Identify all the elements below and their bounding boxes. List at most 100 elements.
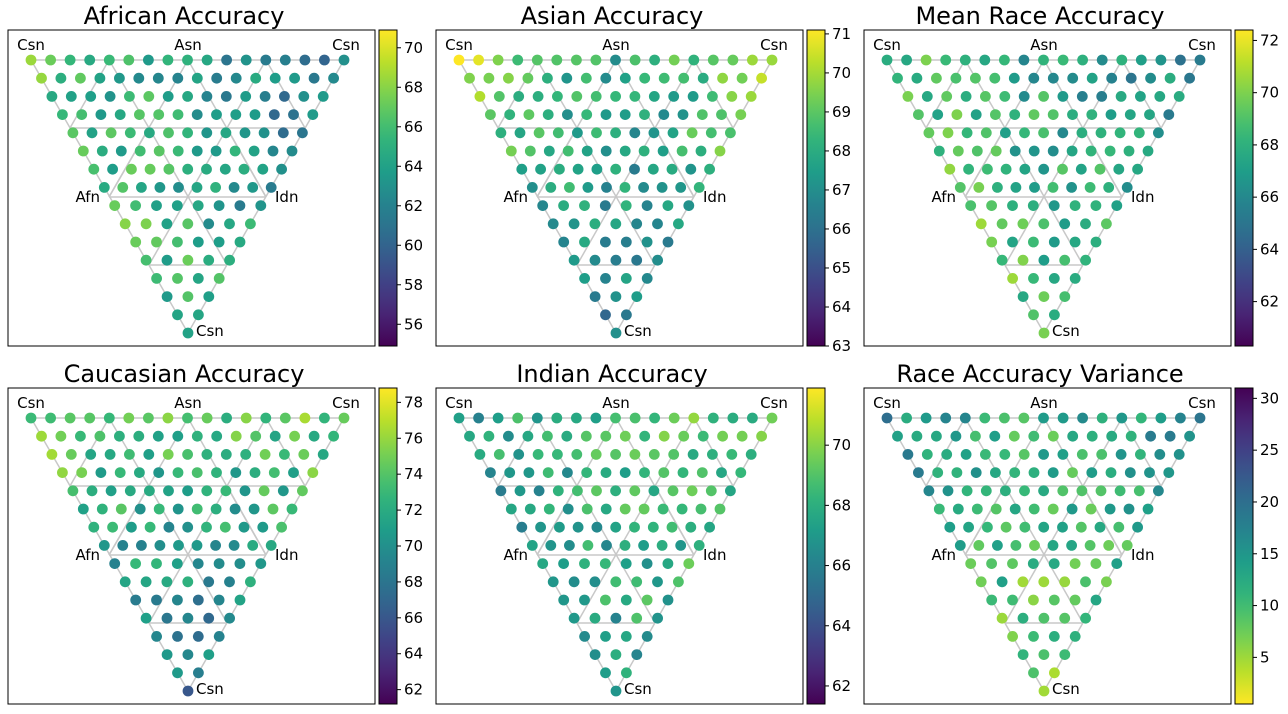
- colorbar-tick-label: 68: [832, 496, 851, 514]
- data-point: [210, 503, 222, 515]
- data-point: [523, 467, 535, 478]
- data-point: [999, 449, 1011, 460]
- data-point: [658, 72, 670, 84]
- data-point: [619, 145, 631, 157]
- ternary-chart: Csn Asn Csn Afn Idn Csn 62 64 66 68 70 72 74 76 78: [7, 387, 423, 705]
- ternary-chart: Csn Asn Csn Afn Idn Csn 62 64 66 68 70 72: [863, 29, 1279, 347]
- data-point: [1049, 667, 1060, 679]
- colorbar-tick-label: 64: [832, 298, 851, 316]
- data-point: [221, 54, 233, 66]
- data-point: [524, 503, 536, 515]
- colorbar: [1234, 29, 1254, 347]
- data-point: [162, 412, 174, 424]
- data-point: [107, 521, 118, 533]
- data-point: [1076, 127, 1088, 139]
- data-point: [901, 412, 912, 424]
- data-point: [219, 163, 231, 175]
- data-point: [1113, 521, 1125, 533]
- data-point: [686, 485, 698, 497]
- data-point: [652, 612, 663, 624]
- data-point: [219, 521, 231, 533]
- data-point: [192, 236, 204, 248]
- data-point: [1142, 145, 1154, 157]
- data-point: [98, 182, 110, 193]
- data-point: [134, 109, 145, 120]
- data-point: [1038, 291, 1050, 302]
- colorbar-tick-label: 64: [404, 157, 423, 175]
- data-point: [1017, 612, 1029, 624]
- data-point: [1028, 309, 1039, 321]
- data-point: [172, 594, 183, 606]
- data-point: [766, 412, 778, 424]
- data-point: [221, 412, 233, 424]
- data-point: [591, 163, 603, 175]
- data-point: [1194, 412, 1206, 424]
- data-point: [1066, 540, 1077, 551]
- data-point: [1096, 91, 1108, 102]
- data-point: [94, 72, 106, 84]
- data-point: [678, 430, 690, 442]
- data-point: [1101, 218, 1112, 230]
- data-point: [707, 412, 719, 424]
- data-point: [257, 521, 269, 533]
- data-point: [589, 576, 601, 588]
- data-point: [260, 54, 272, 66]
- data-point: [154, 540, 166, 551]
- colorbar-tick-label: 63: [832, 337, 851, 355]
- data-point: [1164, 72, 1176, 84]
- data-point: [1019, 485, 1030, 497]
- data-point: [1123, 145, 1135, 157]
- data-point: [542, 109, 554, 120]
- data-point: [579, 558, 590, 569]
- data-point: [1067, 109, 1078, 120]
- data-point: [658, 467, 670, 478]
- data-point: [203, 254, 215, 266]
- data-point: [1090, 236, 1102, 248]
- data-point: [172, 503, 184, 515]
- data-point: [1135, 449, 1146, 460]
- data-point: [940, 54, 952, 66]
- data-point: [1076, 91, 1088, 102]
- data-point: [117, 182, 129, 193]
- data-point: [745, 449, 757, 460]
- data-point: [535, 521, 546, 533]
- data-point: [161, 218, 173, 230]
- data-point: [464, 430, 475, 442]
- colorbar: [1234, 387, 1254, 705]
- colorbar-tick-label: 70: [404, 537, 423, 555]
- data-point: [514, 127, 526, 139]
- vertex-label-bottom: Csn: [196, 322, 224, 340]
- data-point: [76, 467, 88, 478]
- data-point: [952, 503, 964, 515]
- data-point: [297, 127, 308, 139]
- colorbar-tick-label: 70: [832, 64, 851, 82]
- data-point: [620, 200, 632, 212]
- colorbar-tick-label: 60: [404, 236, 423, 254]
- data-point: [234, 200, 246, 212]
- data-point: [1059, 576, 1071, 588]
- panel-indian-accuracy: Indian Accuracy Csn Asn Csn Afn Idn Csn 62 64 66…: [428, 358, 858, 714]
- colorbar: [806, 387, 826, 705]
- data-point: [522, 72, 534, 84]
- data-point: [173, 540, 184, 551]
- data-point: [641, 594, 653, 606]
- data-point: [591, 521, 603, 533]
- data-points: [881, 412, 1206, 697]
- data-point: [591, 127, 602, 139]
- data-point: [961, 127, 973, 139]
- data-point: [1066, 182, 1077, 193]
- vertex-label-mid-right: Idn: [275, 546, 298, 564]
- data-point: [675, 540, 687, 551]
- data-point: [55, 430, 67, 442]
- data-point: [965, 558, 977, 569]
- data-point: [756, 72, 767, 84]
- data-point: [522, 430, 534, 442]
- data-point: [1069, 273, 1081, 284]
- data-point: [130, 594, 142, 606]
- data-point: [64, 54, 76, 66]
- data-point: [986, 200, 997, 212]
- data-point: [279, 91, 290, 102]
- data-point: [299, 54, 311, 66]
- data-point: [1077, 412, 1088, 424]
- vertex-label-mid-right: Idn: [1131, 546, 1154, 564]
